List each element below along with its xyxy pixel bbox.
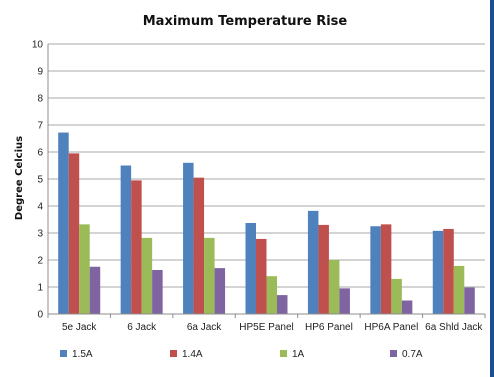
bar [214, 268, 226, 314]
bar [370, 226, 381, 314]
bar [380, 224, 392, 314]
bar [464, 287, 475, 314]
bar [131, 180, 142, 314]
bar [183, 162, 194, 314]
legend-swatch [170, 350, 177, 357]
bar [277, 295, 288, 314]
legend-swatch [390, 350, 397, 357]
x-tick-label: 6a Shld Jack [425, 322, 483, 333]
x-tick-label: 6a Jack [187, 322, 222, 333]
y-tick-label: 4 [37, 202, 43, 213]
y-tick-label: 1 [37, 283, 43, 294]
chart-title: Maximum Temperature Rise [143, 14, 348, 29]
axes: 0 1 2 3 4 5 6 7 8 9 10 5e Jack 6 Jack 6a Jack HP5E Pan… [32, 40, 486, 333]
y-tick-label: 2 [37, 256, 43, 267]
legend-label: 1A [292, 349, 305, 360]
legend-label: 1.5A [72, 349, 93, 360]
x-tick-label: 6 Jack [127, 322, 157, 333]
bar [120, 165, 132, 314]
y-tick-label: 7 [37, 121, 43, 132]
legend-swatch [60, 350, 67, 357]
y-tick-label: 0 [37, 310, 43, 321]
bars [58, 132, 475, 314]
bar [152, 269, 163, 314]
x-tick-label: HP5E Panel [239, 322, 293, 333]
bar [391, 278, 402, 314]
bar [307, 210, 319, 314]
legend-label: 0.7A [402, 349, 423, 360]
x-tick-label: 5e Jack [62, 322, 97, 333]
bar [432, 230, 444, 314]
y-tick-label: 3 [37, 229, 43, 240]
x-tick-label: HP6 Panel [305, 322, 353, 333]
bar [339, 288, 350, 314]
y-tick-label: 5 [37, 175, 43, 186]
bar [89, 266, 101, 314]
bar [443, 228, 454, 314]
bar [68, 153, 80, 314]
bar [58, 132, 69, 314]
y-tick-label: 6 [37, 148, 43, 159]
legend: 1.5A 1.4A 1A 0.7A [60, 349, 423, 360]
bar [79, 224, 90, 314]
bar [266, 276, 277, 314]
bar [328, 260, 340, 314]
y-tick-label: 9 [37, 67, 43, 78]
legend-label: 1.4A [182, 349, 203, 360]
y-tick-label: 10 [32, 40, 44, 51]
bar [245, 223, 256, 314]
bar [318, 224, 329, 314]
bar [453, 265, 465, 314]
bar [401, 300, 413, 314]
y-axis-label: Degree Celcius [14, 136, 25, 220]
bar [141, 237, 153, 314]
legend-swatch [280, 350, 287, 357]
bar [193, 177, 205, 314]
bar [256, 238, 267, 314]
y-tick-label: 8 [37, 94, 43, 105]
bar [204, 237, 215, 314]
x-tick-label: HP6A Panel [364, 322, 418, 333]
